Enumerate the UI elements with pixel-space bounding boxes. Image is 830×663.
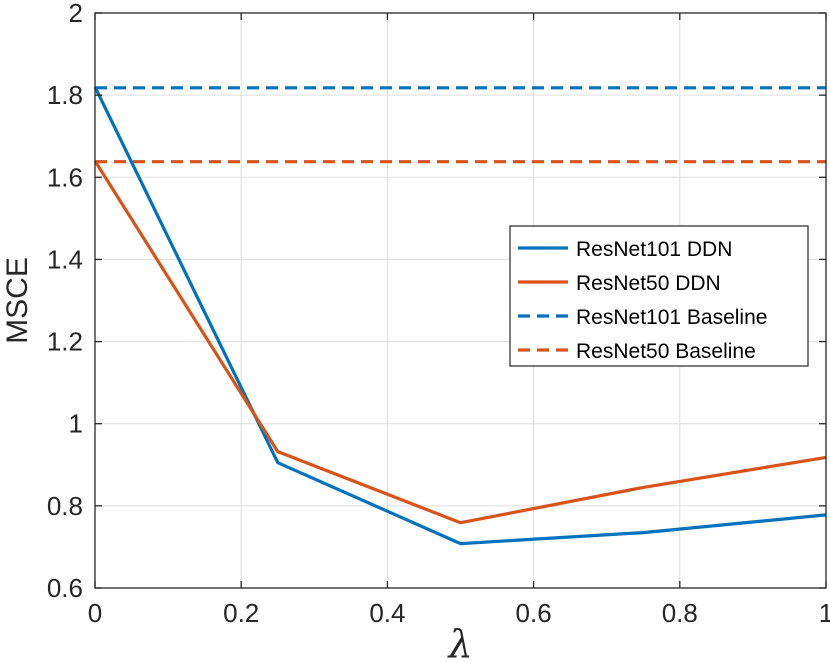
y-tick-label: 1 <box>69 409 83 439</box>
x-tick-label: 0.4 <box>369 598 405 628</box>
y-tick-label: 2 <box>69 0 83 28</box>
x-axis-label: λ <box>446 622 472 663</box>
legend-label: ResNet101 Baseline <box>576 306 767 329</box>
y-tick-label: 0.6 <box>47 573 83 603</box>
axes-box <box>94 12 827 589</box>
y-tick-label: 1.6 <box>47 162 83 192</box>
series-line-resnet101-ddn <box>93 86 827 546</box>
x-tick-label: 0 <box>88 598 102 628</box>
x-tick-label: 0.6 <box>516 598 552 628</box>
y-axis-label: MSCE <box>1 257 34 344</box>
x-tick-label: 0.2 <box>223 598 259 628</box>
x-tick-label: 0.8 <box>662 598 698 628</box>
legend-label: ResNet50 Baseline <box>576 340 756 363</box>
legend-label: ResNet101 DDN <box>576 238 732 261</box>
x-tick-label: 1 <box>819 598 830 628</box>
legend-label: ResNet50 DDN <box>576 272 721 295</box>
y-tick-label: 0.8 <box>47 491 83 521</box>
y-tick-label: 1.2 <box>47 327 83 357</box>
y-tick-label: 1.8 <box>47 80 83 110</box>
y-tick-label: 1.4 <box>47 244 83 274</box>
series-line-resnet50-ddn <box>93 160 827 525</box>
